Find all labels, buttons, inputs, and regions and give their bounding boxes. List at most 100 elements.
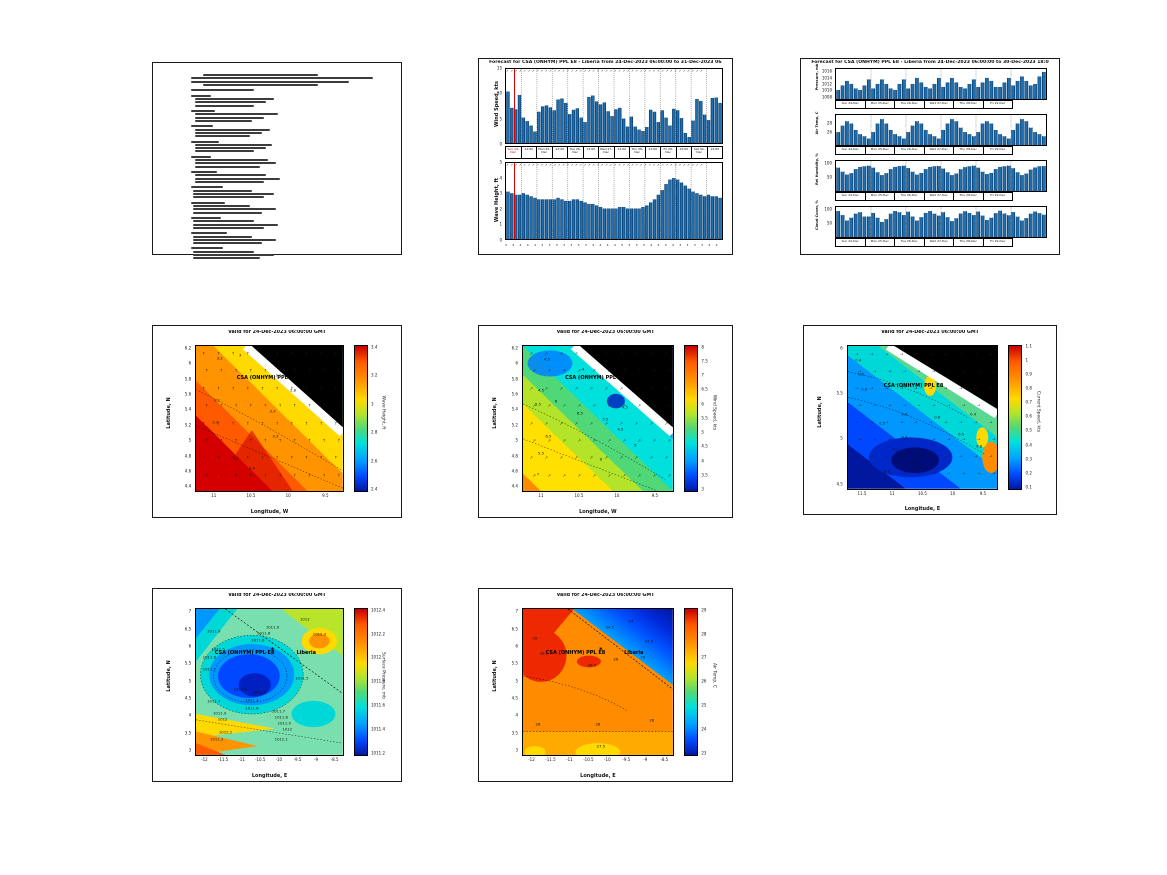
report-text-line [194, 119, 253, 122]
y-tick: 4 [499, 175, 502, 181]
quiver-arrow-icon: ↑ [898, 420, 904, 424]
report-text-line [194, 143, 273, 146]
colorbar-tick: 0.7 [1025, 399, 1032, 405]
contour-label: 1011.6 [202, 654, 217, 660]
wave-height-map-panel: Valid for 24-Dec-2023 06:00:00 GMT Latit… [152, 325, 402, 518]
quiver-arrow-icon: ↑ [621, 472, 628, 479]
map-x-tick: 9.5 [979, 490, 987, 496]
map-overlay: 28.5 28 28.5 24.5 24 24.5 25 26 28 28 28 27.5 CSA (O… [523, 609, 673, 755]
quiver-arrow-icon: ↑ [528, 350, 535, 357]
colorbar [353, 345, 368, 493]
quiver-arrow-icon: ↑ [898, 454, 904, 459]
report-text-line [192, 196, 265, 199]
day-box-label: Thu 28-Dec [954, 238, 984, 247]
colorbar-tick: 0.6 [1025, 413, 1032, 419]
quiver-arrow-icon: ↑ [337, 368, 341, 374]
quiver-arrow-icon: ↑ [973, 351, 978, 356]
colorbar-tick: 26 [701, 678, 707, 684]
wind-yticks: 15 10 5 0 [479, 66, 504, 147]
map-y-tick: 7 [188, 608, 192, 614]
colorbar-label: Current Speed, kts [1035, 390, 1041, 432]
quiver-arrow-icon: ↑ [868, 420, 874, 424]
day-label-row: Sun 24-Dec Mon 25-Dec Tue 26-Dec Wed 27-Dec… [835, 146, 1013, 155]
site-label: CSA (ONHYM) PPL E8 [545, 649, 606, 656]
map-y-tick: 6 [188, 643, 192, 649]
map-x-tick: -10 [275, 757, 283, 763]
day-box-label: Mon 25-Dec [865, 192, 895, 201]
quiver-arrow-icon: ↑ [290, 385, 294, 391]
quiver-arrow-icon: ↑ [307, 403, 312, 409]
colorbar-tick: 25 [701, 702, 707, 708]
quiver-arrow-icon: ↑ [987, 420, 993, 424]
contour-label: 1012.2 [218, 729, 233, 735]
map-x-tick: -12 [528, 757, 535, 763]
quiver-arrow-icon: ↑ [606, 437, 613, 444]
quiver-arrow-icon: ↑ [636, 367, 643, 374]
day-box-label: Fri 29-Dec [983, 192, 1013, 201]
map-x-tick: 11 [211, 493, 217, 499]
report-text-line [194, 159, 269, 162]
map-x-tick: -8.5 [660, 757, 669, 763]
colorbar-tick: 1011.4 [371, 726, 385, 732]
site-label: CSA (ONHYM) PPL E8 [214, 649, 275, 656]
quiver-arrow-icon: ↑ [591, 367, 598, 374]
quiver-arrow-icon: ↑ [665, 437, 672, 444]
report-text-line [190, 125, 213, 128]
contour-label: 0.5 [858, 371, 865, 377]
map-overlay: 1012 1011.9 1011.8 1011.6 1011.5 1011.9 1011.6… [196, 609, 343, 755]
quiver-arrow-icon: ↑ [573, 350, 580, 357]
quiver-arrow-icon: ↑ [576, 437, 583, 444]
day-box-label: Mon 25-Dec [865, 146, 895, 155]
day-box-label: Sun 24-Dec [835, 192, 866, 201]
quiver-arrow-icon: ↑ [290, 420, 294, 426]
quiver-arrow-icon: ↑ [975, 368, 981, 373]
report-text-line [202, 83, 318, 86]
report-text-line [192, 238, 277, 241]
report-text-line [192, 189, 253, 192]
site-label: CSA (ONHYM) PPL E8 [565, 375, 625, 381]
day-box-label: 12:00 [707, 146, 723, 159]
quiver-arrow-icon: ↑ [546, 437, 553, 444]
colorbar-tick: 3.5 [701, 472, 708, 478]
quiver-arrow-icon: ↑ [633, 454, 640, 462]
colorbar-tick: 8 [701, 344, 704, 350]
contour-label: 4.5 [537, 387, 544, 393]
map-title: Valid for 24-Dec-2023 06:00:00 GMT [556, 593, 655, 599]
quiver-arrow-icon: ↑ [278, 437, 282, 443]
quiver-arrow-icon: ↑ [275, 455, 279, 461]
map-x-tick: 11 [538, 493, 544, 499]
contour-label: 5 [634, 442, 637, 448]
y-tick: 1010 [821, 87, 832, 93]
quiver-arrow-icon: ↑ [853, 386, 859, 390]
report-text-line [192, 250, 255, 253]
quiver-arrow-icon: ↑ [204, 368, 209, 374]
y-tick: 1 [499, 221, 502, 227]
map-y-tick: 6 [188, 360, 192, 366]
map-x-tick: -9.5 [622, 757, 631, 763]
quiver-arrow-icon: ↑ [293, 368, 297, 374]
quiver-arrow-icon: ↑ [573, 454, 580, 462]
map-xticks: -12 -11.5 -11 -10.5 -10 -9.5 -9 -8.5 [522, 757, 674, 763]
current-speed-map-panel: Valid for 24-Dec-2023 06:00:00 GMT Latit… [803, 325, 1057, 515]
quiver-arrow-icon: ↑ [319, 350, 323, 356]
quiver-arrow-icon: ↑ [961, 437, 967, 442]
report-text-line [192, 235, 253, 238]
quiver-arrow-icon: ↑ [606, 367, 613, 374]
map-yticks: 7 6.5 6 5.5 5 4.5 4 3.5 3 [479, 608, 520, 756]
contour-label: 5.5 [537, 450, 544, 456]
y-tick: 1008 [821, 94, 832, 100]
map-y-tick: 4 [188, 712, 192, 718]
quiver-arrow-icon: ↑ [231, 385, 235, 391]
day-box-label: Sun 24-Dec [505, 146, 522, 159]
colorbar [683, 345, 698, 493]
quiver-arrow-icon: ↑ [868, 386, 874, 390]
meteogram-panel: Forecast for CSA (ONHYM) PPL E8 - Liberi… [800, 58, 1060, 255]
temperature-field [523, 609, 673, 756]
quiver-arrow-icon: ↑ [990, 471, 996, 476]
map-y-tick: 3 [515, 747, 518, 753]
map-x-tick: 10.5 [917, 490, 927, 496]
contour-label: 0.4 [855, 357, 862, 363]
quiver-arrow-icon: ↑ [573, 420, 580, 427]
quiver-arrow-icon: ↑ [883, 351, 889, 356]
quiver-arrow-icon: ↑ [883, 454, 889, 459]
